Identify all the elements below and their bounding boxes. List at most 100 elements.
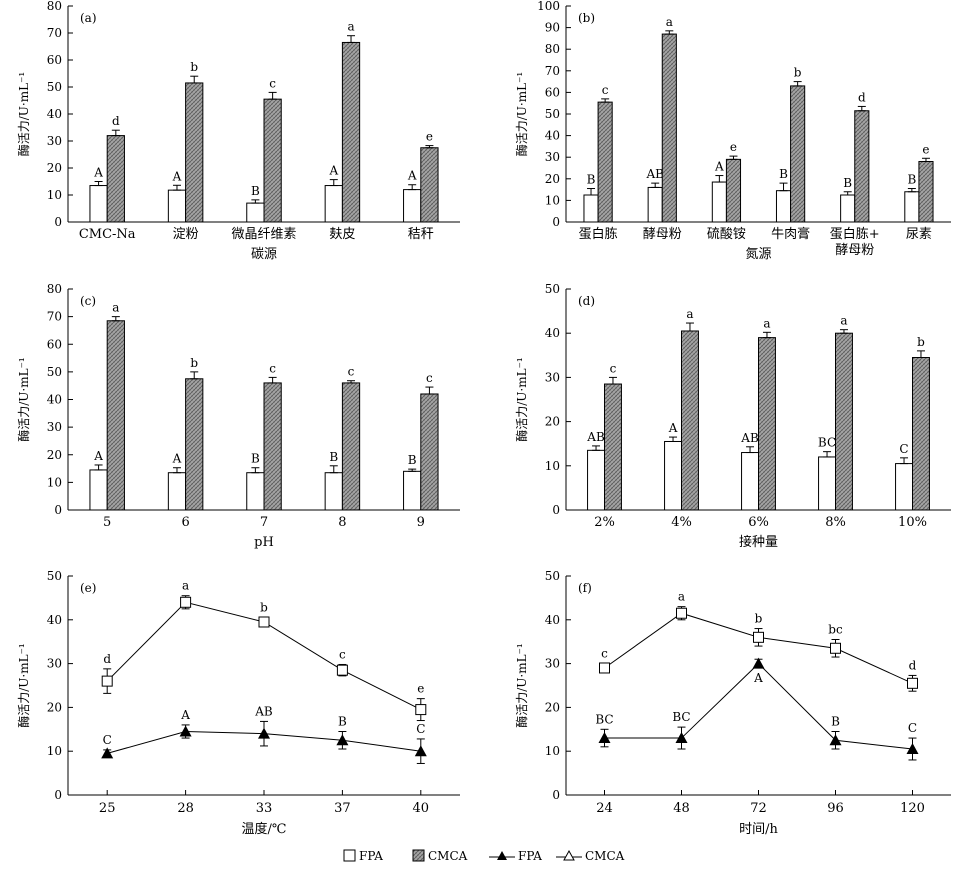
bar-fpa <box>840 194 856 223</box>
bar-fpa <box>587 449 605 511</box>
point-fpa <box>752 657 765 669</box>
significance-label: C <box>103 733 112 747</box>
legend-label: CMCA <box>585 849 625 863</box>
significance-label: B <box>408 453 417 467</box>
significance-label: C <box>416 722 425 736</box>
x-category-label: 2% <box>594 515 615 530</box>
x-tick-label: 48 <box>673 801 690 816</box>
significance-label: b <box>260 601 268 615</box>
chart-panel-c: 0 10 20 30 40 50 60 70 80 酶活力/U·mL⁻¹ (c) 5 Aa 6 Ab 7 Bc 8… <box>16 282 460 550</box>
x-tick-label: 28 <box>177 801 194 816</box>
legend-label: CMCA <box>428 849 468 863</box>
point-cmca <box>180 596 192 608</box>
x-category-label: 酵母粉 <box>643 227 682 242</box>
open-square-icon <box>343 849 356 862</box>
point-cmca <box>753 631 764 643</box>
x-category-label: 酵母粉 <box>835 243 874 258</box>
significance-label: c <box>348 365 355 379</box>
panel-tag: (a) <box>80 11 97 25</box>
significance-label: A <box>668 421 678 435</box>
significance-label: a <box>666 15 673 29</box>
y-axis-label: 酶活力/U·mL⁻¹ <box>16 72 31 156</box>
x-tick-label: 96 <box>827 801 844 816</box>
y-tick-label: 0 <box>552 215 560 229</box>
x-tick-label: 33 <box>256 801 273 816</box>
x-axis-title: pH <box>254 535 274 550</box>
y-tick-label: 20 <box>47 161 62 175</box>
chart-panel-f: 0 10 20 30 40 50 酶活力/U·mL⁻¹ (f) 24 48 72 96 120 c a b bc… <box>514 569 951 837</box>
bar-cmca <box>661 33 677 223</box>
panel-tag: (f) <box>578 581 592 595</box>
y-tick-label: 50 <box>47 365 62 379</box>
bar-fpa <box>583 194 599 223</box>
legend-item-cmca-bar: CMCA <box>412 849 467 863</box>
y-tick-label: 40 <box>47 107 62 121</box>
significance-label: d <box>112 114 120 128</box>
significance-label: a <box>112 301 119 315</box>
bar-cmca <box>185 378 204 511</box>
bar-fpa <box>741 452 759 511</box>
bar-fpa <box>89 185 108 223</box>
y-tick-label: 40 <box>47 393 62 407</box>
bar-fpa <box>246 202 265 223</box>
chart-panel-b: 0 10 20 30 40 50 60 70 80 90 100 酶活力/U·mL⁻¹ (b) 蛋白胨 Bc… <box>514 0 951 262</box>
y-tick-label: 100 <box>537 0 560 13</box>
bar-cmca <box>420 147 439 223</box>
y-tick-label: 0 <box>54 788 62 802</box>
y-tick-label: 10 <box>47 744 62 758</box>
bar-cmca <box>912 357 930 511</box>
significance-label: A <box>328 164 338 178</box>
y-tick-label: 10 <box>545 459 560 473</box>
significance-label: d <box>858 90 866 104</box>
y-tick-label: 20 <box>47 700 62 714</box>
point-fpa <box>414 745 427 757</box>
bar-cmca <box>918 161 934 223</box>
y-tick-label: 30 <box>545 150 560 164</box>
significance-label: A <box>172 169 182 183</box>
x-category-label: 7 <box>260 515 268 530</box>
bar-fpa <box>775 190 792 223</box>
significance-label: B <box>831 714 840 728</box>
point-fpa <box>829 734 842 746</box>
y-tick-label: 60 <box>47 337 62 351</box>
significance-label: a <box>840 314 847 328</box>
x-category-label: 4% <box>671 515 692 530</box>
bar-fpa <box>818 456 836 511</box>
x-category-label: 麸皮 <box>329 227 355 242</box>
y-tick-label: 30 <box>545 657 560 671</box>
point-cmca <box>907 677 918 689</box>
bar-cmca <box>263 382 282 511</box>
y-tick-label: 80 <box>47 0 62 13</box>
x-category-label: 硫酸铵 <box>707 227 746 242</box>
bar-cmca <box>341 41 361 223</box>
x-category-label: 牛肉膏 <box>771 226 810 242</box>
x-axis-title: 温度/℃ <box>242 821 287 837</box>
x-category-label: 6 <box>181 515 189 530</box>
bar-cmca <box>597 101 613 223</box>
y-tick-label: 70 <box>47 26 62 40</box>
significance-label: d <box>103 652 111 666</box>
bar-cmca <box>604 383 622 511</box>
y-tick-label: 60 <box>47 53 62 67</box>
significance-label: AB <box>254 704 273 718</box>
bar-cmca <box>341 382 361 511</box>
y-axis-label: 酶活力/U·mL⁻¹ <box>16 643 31 727</box>
bar-fpa <box>167 472 187 511</box>
x-category-label: 蛋白胨 <box>579 226 618 242</box>
y-tick-label: 40 <box>545 326 560 340</box>
significance-label: a <box>182 579 189 593</box>
x-category-label: 8 <box>338 515 346 530</box>
significance-label: e <box>426 130 433 144</box>
significance-label: AB <box>586 430 605 444</box>
y-tick-label: 40 <box>47 613 62 627</box>
y-tick-label: 0 <box>552 788 560 802</box>
significance-label: BC <box>672 710 690 724</box>
significance-label: b <box>794 66 802 80</box>
y-tick-label: 30 <box>47 134 62 148</box>
significance-label: B <box>907 173 916 187</box>
point-fpa <box>258 727 270 739</box>
bar-cmca <box>835 332 853 511</box>
chart-panel-e: 0 10 20 30 40 50 酶活力/U·mL⁻¹ (e) 25 28 33 37 40 d a b c e C… <box>16 569 460 837</box>
bar-cmca <box>263 98 282 223</box>
y-tick-label: 50 <box>545 569 560 583</box>
